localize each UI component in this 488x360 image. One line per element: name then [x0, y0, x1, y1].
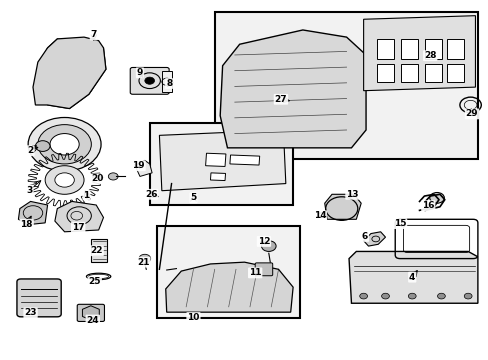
Text: 7: 7 [90, 31, 97, 40]
FancyBboxPatch shape [17, 279, 61, 317]
Circle shape [463, 293, 471, 299]
Circle shape [261, 241, 276, 251]
Circle shape [139, 254, 150, 263]
Circle shape [35, 141, 50, 152]
Text: 18: 18 [20, 220, 33, 229]
Text: 27: 27 [274, 95, 286, 104]
Polygon shape [135, 160, 152, 176]
Text: 15: 15 [393, 219, 406, 228]
Bar [425, 64, 442, 82]
Circle shape [326, 198, 356, 219]
Circle shape [332, 202, 350, 215]
Text: 24: 24 [86, 315, 99, 324]
Text: 16: 16 [421, 201, 434, 210]
FancyBboxPatch shape [130, 67, 169, 94]
Text: 6: 6 [361, 232, 367, 241]
Text: 23: 23 [24, 309, 37, 318]
Bar [400, 39, 417, 59]
Text: 17: 17 [72, 222, 84, 231]
FancyBboxPatch shape [77, 304, 104, 321]
Circle shape [28, 117, 101, 171]
Text: 3: 3 [26, 185, 33, 194]
Bar [205, 153, 225, 166]
Text: 14: 14 [313, 211, 325, 220]
Circle shape [437, 293, 445, 299]
Bar [162, 71, 171, 93]
Polygon shape [38, 39, 106, 109]
Text: 8: 8 [165, 79, 172, 88]
Circle shape [55, 173, 74, 187]
Text: 19: 19 [132, 161, 144, 170]
Text: 2: 2 [27, 146, 34, 155]
Text: 12: 12 [257, 237, 270, 246]
Polygon shape [363, 16, 474, 91]
Circle shape [144, 77, 154, 84]
Bar [376, 39, 393, 59]
Circle shape [45, 166, 84, 194]
Text: 22: 22 [90, 246, 103, 255]
Polygon shape [19, 202, 47, 225]
Polygon shape [33, 37, 106, 109]
Text: 4: 4 [408, 273, 415, 282]
Bar [425, 39, 442, 59]
Bar [229, 155, 259, 165]
Polygon shape [348, 251, 477, 303]
Text: 10: 10 [187, 313, 199, 322]
Circle shape [38, 125, 91, 164]
Text: 20: 20 [91, 175, 103, 184]
Text: 25: 25 [88, 277, 101, 286]
Bar [376, 64, 393, 82]
Text: 29: 29 [465, 109, 477, 118]
Bar [400, 64, 417, 82]
Bar [447, 39, 463, 59]
Text: 26: 26 [144, 190, 157, 199]
Bar [149, 123, 292, 205]
Polygon shape [165, 262, 292, 312]
Bar [91, 239, 107, 262]
Circle shape [359, 293, 367, 299]
Bar [210, 173, 225, 181]
Circle shape [407, 293, 415, 299]
Text: 9: 9 [137, 68, 143, 77]
Circle shape [108, 173, 118, 180]
Polygon shape [363, 232, 385, 246]
Bar [215, 12, 477, 158]
Polygon shape [55, 202, 103, 232]
Polygon shape [324, 194, 361, 219]
Text: 28: 28 [423, 51, 436, 60]
Text: 11: 11 [248, 268, 261, 277]
FancyBboxPatch shape [255, 263, 272, 276]
Circle shape [381, 293, 388, 299]
Circle shape [50, 134, 79, 155]
Bar [157, 226, 300, 318]
Text: 5: 5 [190, 193, 196, 202]
Polygon shape [220, 30, 366, 148]
Text: 1: 1 [83, 190, 89, 199]
Text: 21: 21 [137, 258, 149, 267]
Bar [447, 64, 463, 82]
Circle shape [429, 193, 444, 203]
Polygon shape [159, 130, 285, 191]
Text: 13: 13 [346, 190, 358, 199]
